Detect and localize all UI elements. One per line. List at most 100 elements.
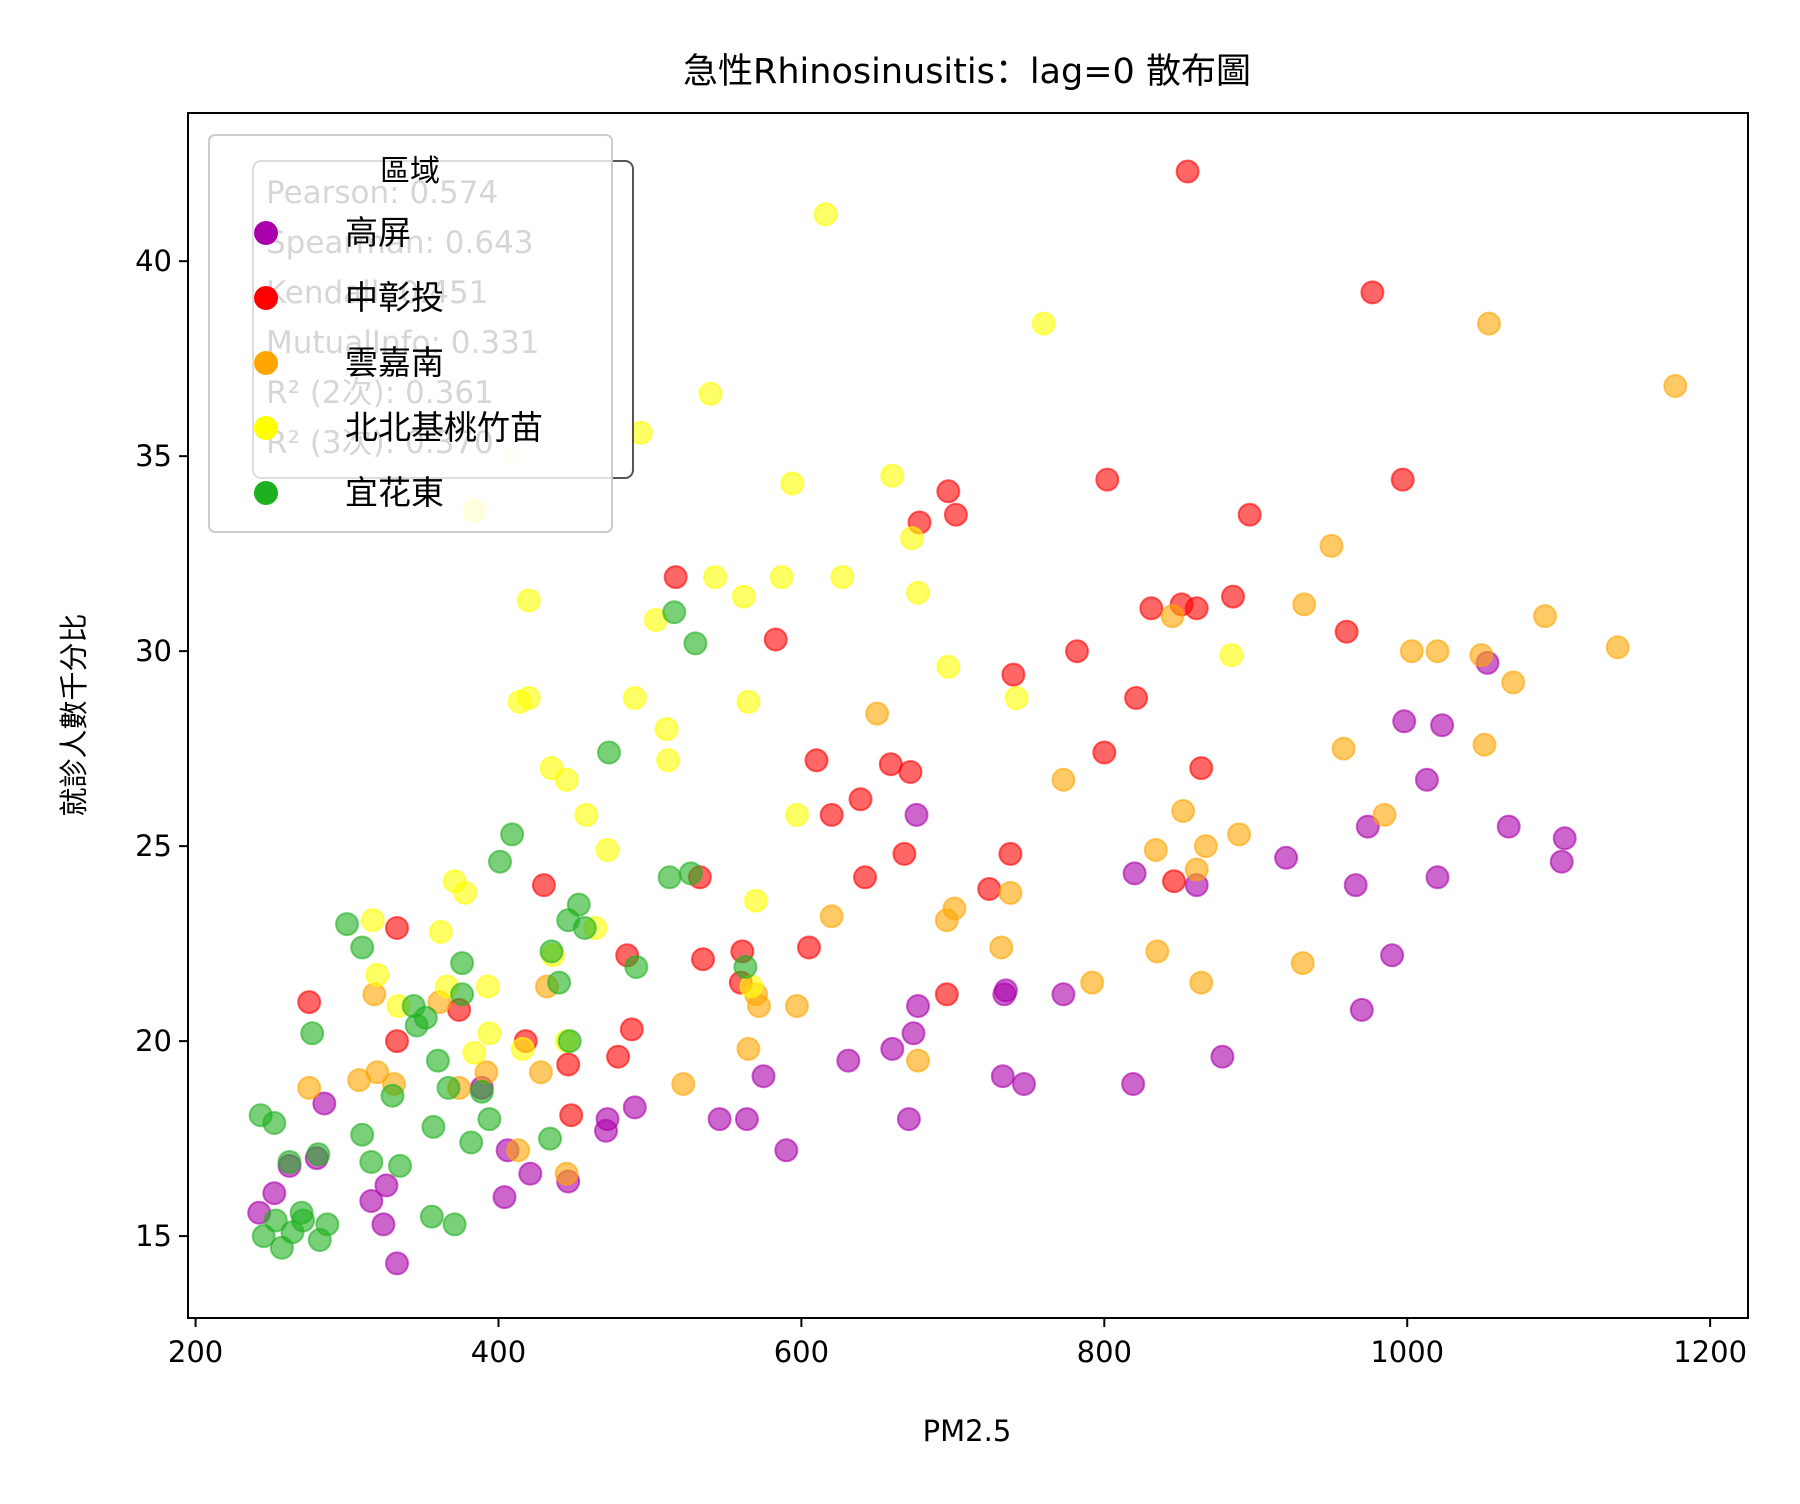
data-point xyxy=(251,1224,276,1249)
legend-item[interactable]: 中彰投 xyxy=(254,278,444,317)
data-point xyxy=(374,1173,399,1198)
legend-marker xyxy=(254,416,278,440)
data-point xyxy=(797,935,821,960)
legend-label: 高屏 xyxy=(345,213,411,252)
data-point xyxy=(900,526,924,551)
data-point xyxy=(297,990,322,1015)
data-point xyxy=(531,873,556,898)
y-tick-label: 20 xyxy=(135,1024,172,1058)
series-0 xyxy=(247,650,1577,1276)
data-point xyxy=(518,1161,543,1186)
data-point xyxy=(936,654,961,679)
data-point xyxy=(1175,159,1200,184)
data-point xyxy=(865,701,890,726)
data-point xyxy=(703,565,728,590)
data-point xyxy=(1143,838,1168,862)
data-point xyxy=(1343,873,1368,898)
data-point xyxy=(1414,767,1439,792)
y-tick-label: 25 xyxy=(135,829,172,863)
data-point xyxy=(1080,970,1105,995)
data-point xyxy=(942,896,967,921)
data-point xyxy=(1189,756,1214,781)
data-point xyxy=(488,849,512,874)
data-point xyxy=(1189,970,1214,995)
data-point xyxy=(554,1161,579,1186)
data-point xyxy=(492,1185,517,1210)
data-point xyxy=(977,877,1002,901)
data-point xyxy=(998,841,1023,866)
data-point xyxy=(597,740,621,765)
data-point xyxy=(380,1083,405,1108)
data-point xyxy=(813,202,838,227)
legend-marker xyxy=(254,221,278,245)
y-axis-label: 就診人數千分比 xyxy=(57,613,91,816)
legend-item[interactable]: 北北基桃竹苗 xyxy=(254,408,543,447)
data-point xyxy=(663,565,688,590)
data-point xyxy=(880,1036,905,1061)
data-point xyxy=(538,1126,562,1151)
data-point xyxy=(419,1204,444,1229)
data-point xyxy=(906,580,930,605)
data-point xyxy=(606,1044,631,1069)
data-point xyxy=(362,982,387,1007)
data-point xyxy=(698,381,723,406)
data-point xyxy=(733,955,758,979)
data-point xyxy=(804,748,829,773)
data-point xyxy=(1292,592,1317,617)
data-point xyxy=(830,565,855,590)
data-point xyxy=(528,1060,553,1085)
data-point xyxy=(477,1107,502,1132)
data-point xyxy=(516,588,541,613)
data-point xyxy=(350,1122,375,1147)
data-point xyxy=(896,1107,921,1132)
data-point xyxy=(462,1040,487,1065)
x-tick-label: 600 xyxy=(774,1335,829,1369)
data-point xyxy=(1331,736,1356,761)
data-point xyxy=(450,951,475,976)
data-point xyxy=(880,463,905,488)
data-point xyxy=(751,1064,776,1089)
x-tick-label: 200 xyxy=(168,1335,223,1369)
legend-item[interactable]: 高屏 xyxy=(254,213,411,252)
legend-item[interactable]: 宜花東 xyxy=(254,473,444,512)
data-point xyxy=(1372,802,1397,827)
data-point xyxy=(554,767,579,792)
data-point xyxy=(1425,865,1450,890)
data-point xyxy=(780,471,805,496)
data-point xyxy=(1162,869,1186,894)
data-point xyxy=(1122,861,1147,886)
x-axis-label: PM2.5 xyxy=(923,1414,1012,1448)
data-point xyxy=(1004,686,1029,710)
legend-marker xyxy=(254,481,278,505)
data-point xyxy=(385,1251,409,1276)
data-point xyxy=(413,1005,438,1030)
data-point xyxy=(989,935,1014,960)
data-point xyxy=(516,686,541,710)
data-point xyxy=(769,565,794,590)
data-point xyxy=(559,1103,584,1128)
data-point xyxy=(683,631,708,656)
legend-title: 區域 xyxy=(380,154,440,189)
legend-label: 中彰投 xyxy=(345,278,444,317)
data-point xyxy=(943,502,968,527)
data-point xyxy=(428,919,453,944)
legend-label: 雲嘉南 xyxy=(345,343,444,382)
legend-item[interactable]: 雲嘉南 xyxy=(254,343,444,382)
y-axis: 15 20 25 30 35 40 xyxy=(135,244,188,1253)
data-point xyxy=(421,1114,446,1139)
data-point xyxy=(1501,670,1526,695)
data-point xyxy=(557,1029,582,1054)
data-point xyxy=(819,802,844,827)
data-point xyxy=(306,1142,331,1167)
data-point xyxy=(574,802,599,827)
data-point xyxy=(1472,732,1497,757)
data-point xyxy=(1360,280,1385,305)
data-point xyxy=(1552,826,1577,851)
data-point xyxy=(654,717,679,742)
data-point xyxy=(678,861,703,886)
data-point xyxy=(707,1107,732,1132)
data-point xyxy=(622,686,647,710)
data-point xyxy=(291,1208,316,1233)
